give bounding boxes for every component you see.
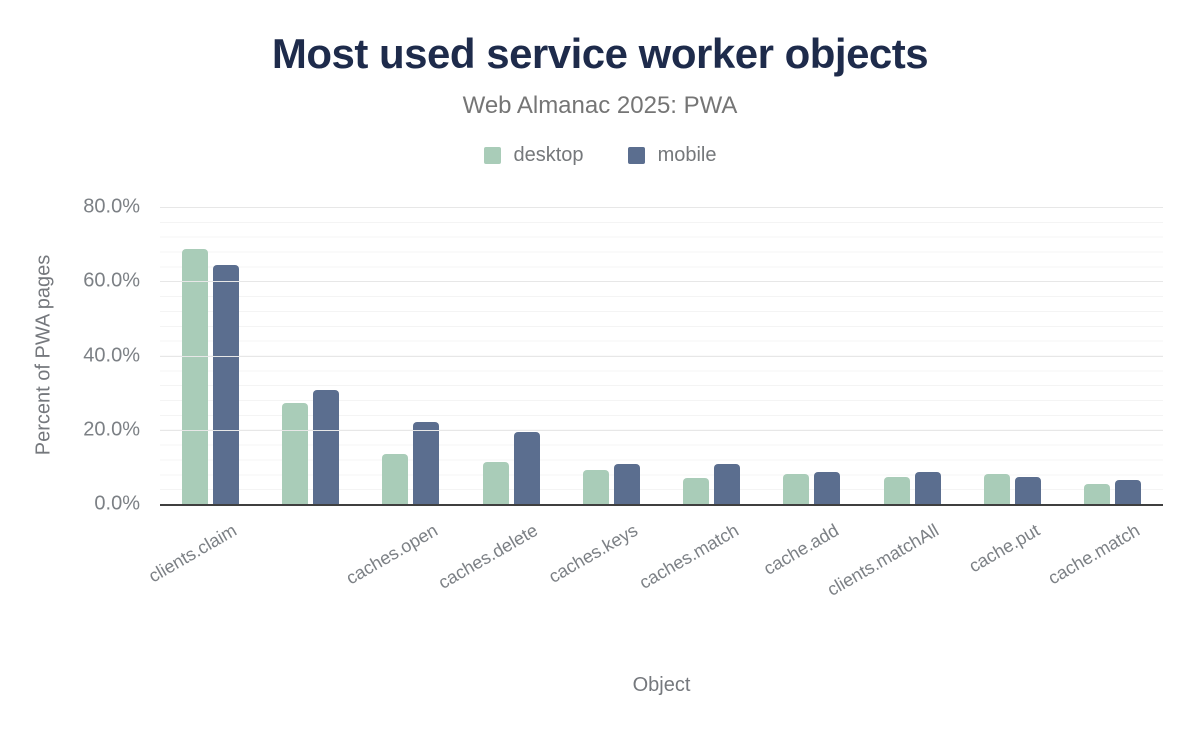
bar-group-cache.match [1063, 207, 1163, 504]
bar-group-caches.open [361, 207, 461, 504]
y-tick-label: 80.0% [83, 195, 140, 218]
plot-area [160, 207, 1163, 506]
bar-mobile-caches.match[interactable] [714, 463, 741, 504]
gridline-major [160, 281, 1163, 283]
bar-mobile-cache.add[interactable] [814, 471, 841, 504]
bar-desktop-cache.add[interactable] [783, 473, 810, 504]
bar-group-caches.delete [461, 207, 561, 504]
y-tick-label: 60.0% [83, 269, 140, 292]
bar-mobile-cache.match[interactable] [1115, 479, 1142, 504]
bar-desktop-clients.matchAll[interactable] [883, 476, 910, 504]
bar-desktop-caches.keys[interactable] [582, 469, 609, 504]
bar-group-caches.keys [561, 207, 661, 504]
bar-group-caches.match [661, 207, 761, 504]
chart-subtitle: Web Almanac 2025: PWA [462, 92, 738, 119]
gridline-major [160, 355, 1163, 357]
x-tick-label: clients.matchAll [823, 520, 943, 600]
legend-swatch-mobile [627, 147, 645, 164]
legend-label-desktop: desktop [513, 144, 584, 166]
legend-swatch-desktop [483, 147, 501, 164]
bar-groups [160, 207, 1163, 504]
bar-group-cache.put [962, 207, 1062, 504]
x-tick-label: cache.add [760, 520, 842, 579]
bar-mobile-clients.claim[interactable] [212, 264, 239, 504]
bar-desktop-caches.match[interactable] [683, 478, 710, 504]
bar-mobile-clients.matchAll[interactable] [914, 472, 941, 504]
bar-desktop-cache.put[interactable] [984, 473, 1011, 504]
bar-group-cache.add [762, 207, 862, 504]
x-tick-label: caches.open [342, 520, 441, 589]
x-tick-label: caches.match [635, 520, 742, 593]
bar-desktop-unlabeled[interactable] [281, 402, 308, 504]
bar-group-unlabeled [260, 207, 360, 504]
y-tick-label: 0.0% [94, 492, 140, 515]
bar-desktop-clients.claim[interactable] [181, 248, 208, 504]
gridline-major [160, 207, 1163, 208]
gridline-major [160, 429, 1163, 431]
y-axis: 0.0% 20.0% 40.0% 60.0% 80.0% [0, 196, 150, 515]
x-tick-label: caches.delete [434, 520, 542, 593]
bar-mobile-caches.keys[interactable] [613, 464, 640, 504]
bar-desktop-caches.delete[interactable] [482, 462, 509, 504]
legend-item-desktop[interactable]: desktop [483, 144, 584, 167]
bar-group-clients.matchAll [862, 207, 962, 504]
bar-mobile-caches.delete[interactable] [513, 431, 540, 504]
y-tick-label: 20.0% [83, 418, 140, 441]
x-tick-label: clients.claim [145, 520, 241, 587]
x-tick-label: cache.match [1044, 520, 1143, 589]
bar-desktop-caches.open[interactable] [382, 454, 409, 504]
y-tick-label: 40.0% [83, 344, 140, 366]
legend-label-mobile: mobile [657, 144, 717, 166]
x-axis-title: Object [632, 674, 691, 696]
chart-title: Most used service worker objects [271, 30, 929, 77]
legend: desktop mobile [0, 144, 1200, 167]
bar-mobile-cache.put[interactable] [1015, 476, 1042, 504]
x-tick-label: caches.keys [545, 520, 642, 587]
x-tick-label: cache.put [964, 520, 1043, 577]
bar-mobile-caches.open[interactable] [413, 422, 440, 504]
bar-group-clients.claim [160, 207, 260, 504]
bar-mobile-unlabeled[interactable] [312, 390, 339, 504]
legend-item-mobile[interactable]: mobile [627, 144, 717, 167]
bar-desktop-cache.match[interactable] [1084, 483, 1111, 504]
